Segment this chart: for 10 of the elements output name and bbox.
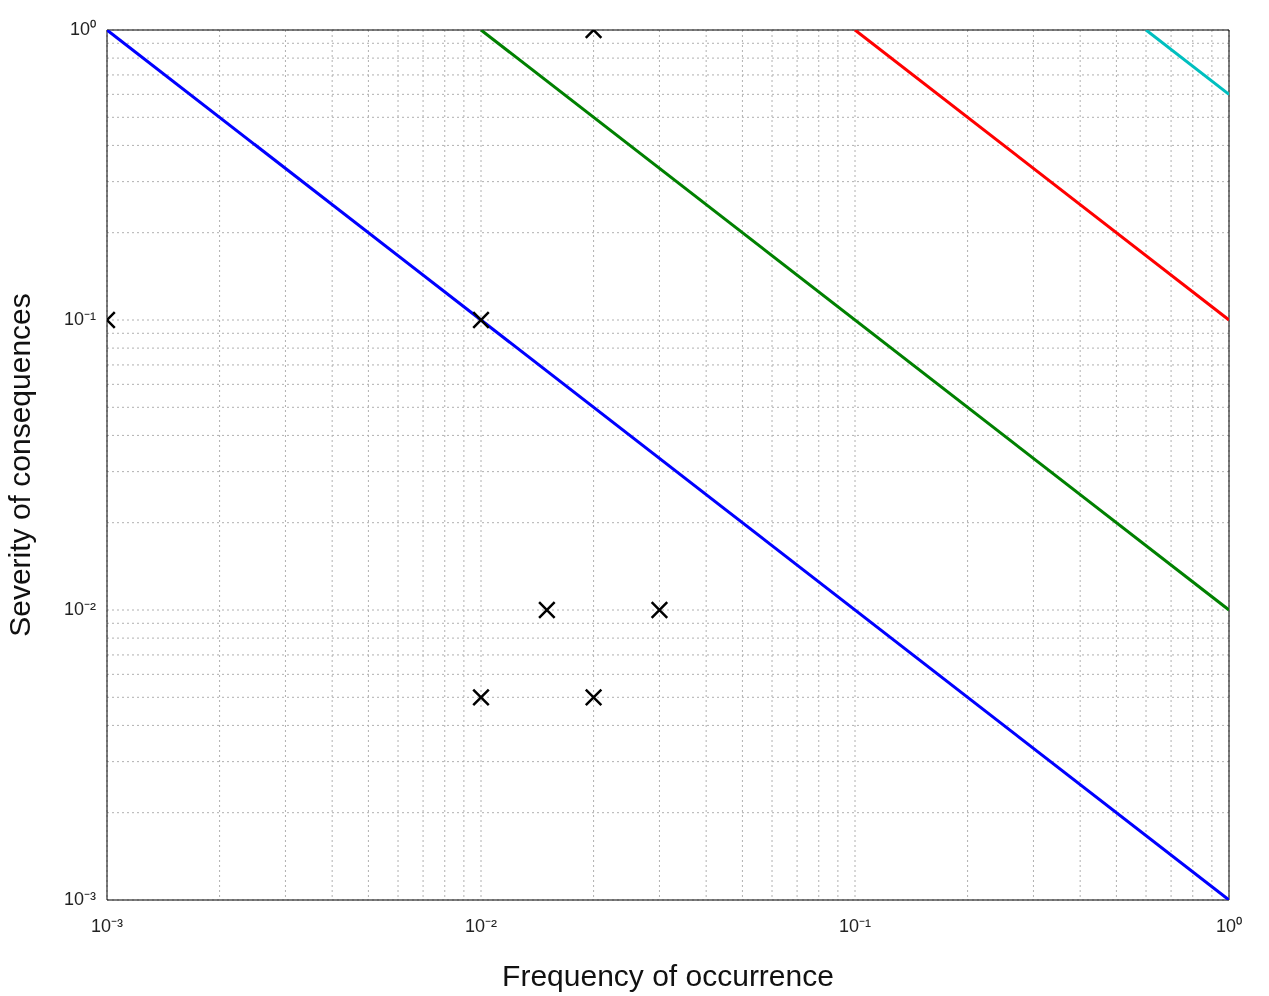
y-tick-label: 10⁻¹ xyxy=(63,308,97,329)
y-tick-label: 10⁰ xyxy=(69,18,96,39)
y-axis-title: Severity of consequences xyxy=(3,293,37,637)
x-axis-title: Frequency of occurrence xyxy=(502,959,834,993)
x-tick-label: 10⁰ xyxy=(1215,915,1243,936)
x-tick-label: 10⁻² xyxy=(464,915,498,936)
y-tick-label: 10⁻³ xyxy=(63,888,97,909)
y-tick-label: 10⁻² xyxy=(63,598,97,619)
x-tick-label: 10⁻¹ xyxy=(838,915,872,936)
x-tick-label: 10⁻³ xyxy=(90,915,124,936)
